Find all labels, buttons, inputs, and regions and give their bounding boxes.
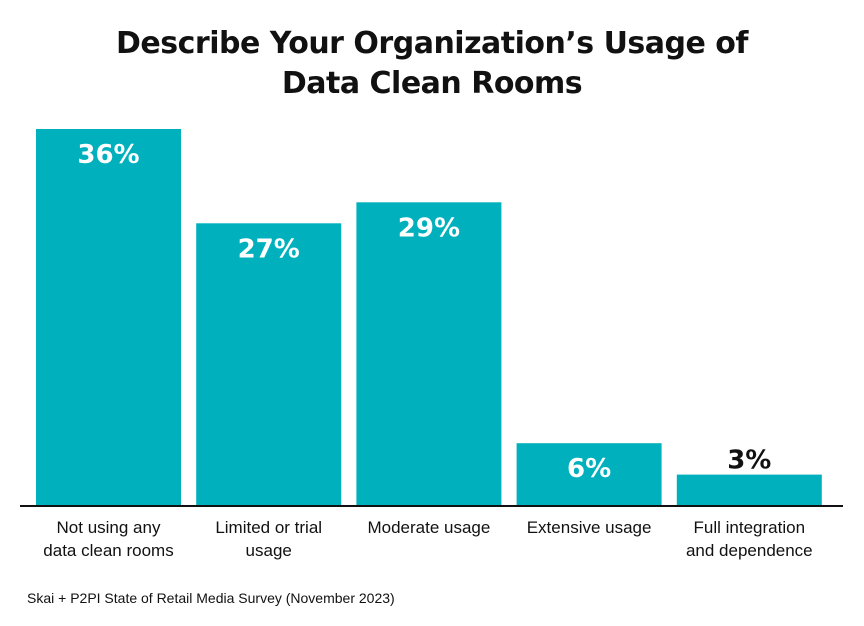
category-labels-group: Not using any data clean rooms Limited or … <box>43 518 812 560</box>
value-label-4: 6% <box>567 454 611 484</box>
category-label-2: Limited or trial usage <box>215 518 322 560</box>
chart-title-line-2: Data Clean Rooms <box>281 66 583 101</box>
value-label-1: 36% <box>77 140 139 170</box>
source-note: Skai + P2PI State of Retail Media Survey… <box>27 590 395 606</box>
category-label-1-line-1: Not using any <box>57 518 161 537</box>
bars-group <box>36 129 822 507</box>
value-label-3: 29% <box>398 213 460 243</box>
value-labels-group: 36% 27% 29% 6% 3% <box>77 140 771 484</box>
category-label-5-line-2: and dependence <box>686 541 813 560</box>
bar-4 <box>516 443 662 506</box>
category-label-2-line-1: Limited or trial <box>215 518 322 537</box>
bar-1 <box>36 129 181 506</box>
category-label-2-line-2: usage <box>246 541 292 560</box>
bar-5 <box>676 474 822 506</box>
category-label-5-line-1: Full integration <box>694 518 806 537</box>
value-label-5: 3% <box>727 446 771 476</box>
category-label-3-line-1: Moderate usage <box>367 518 490 537</box>
bar-3 <box>356 202 502 507</box>
value-label-2: 27% <box>238 234 300 264</box>
category-label-3: Moderate usage <box>367 518 490 537</box>
category-label-4-line-1: Extensive usage <box>527 518 652 537</box>
chart-title-line-1: Describe Your Organization’s Usage of <box>116 26 748 61</box>
category-label-1: Not using any data clean rooms <box>43 518 173 560</box>
category-label-4: Extensive usage <box>527 518 652 537</box>
bar-2 <box>196 223 342 507</box>
category-label-5: Full integration and dependence <box>686 518 813 560</box>
chart-title: Describe Your Organization’s Usage of Da… <box>0 24 864 104</box>
category-label-1-line-2: data clean rooms <box>43 541 173 560</box>
